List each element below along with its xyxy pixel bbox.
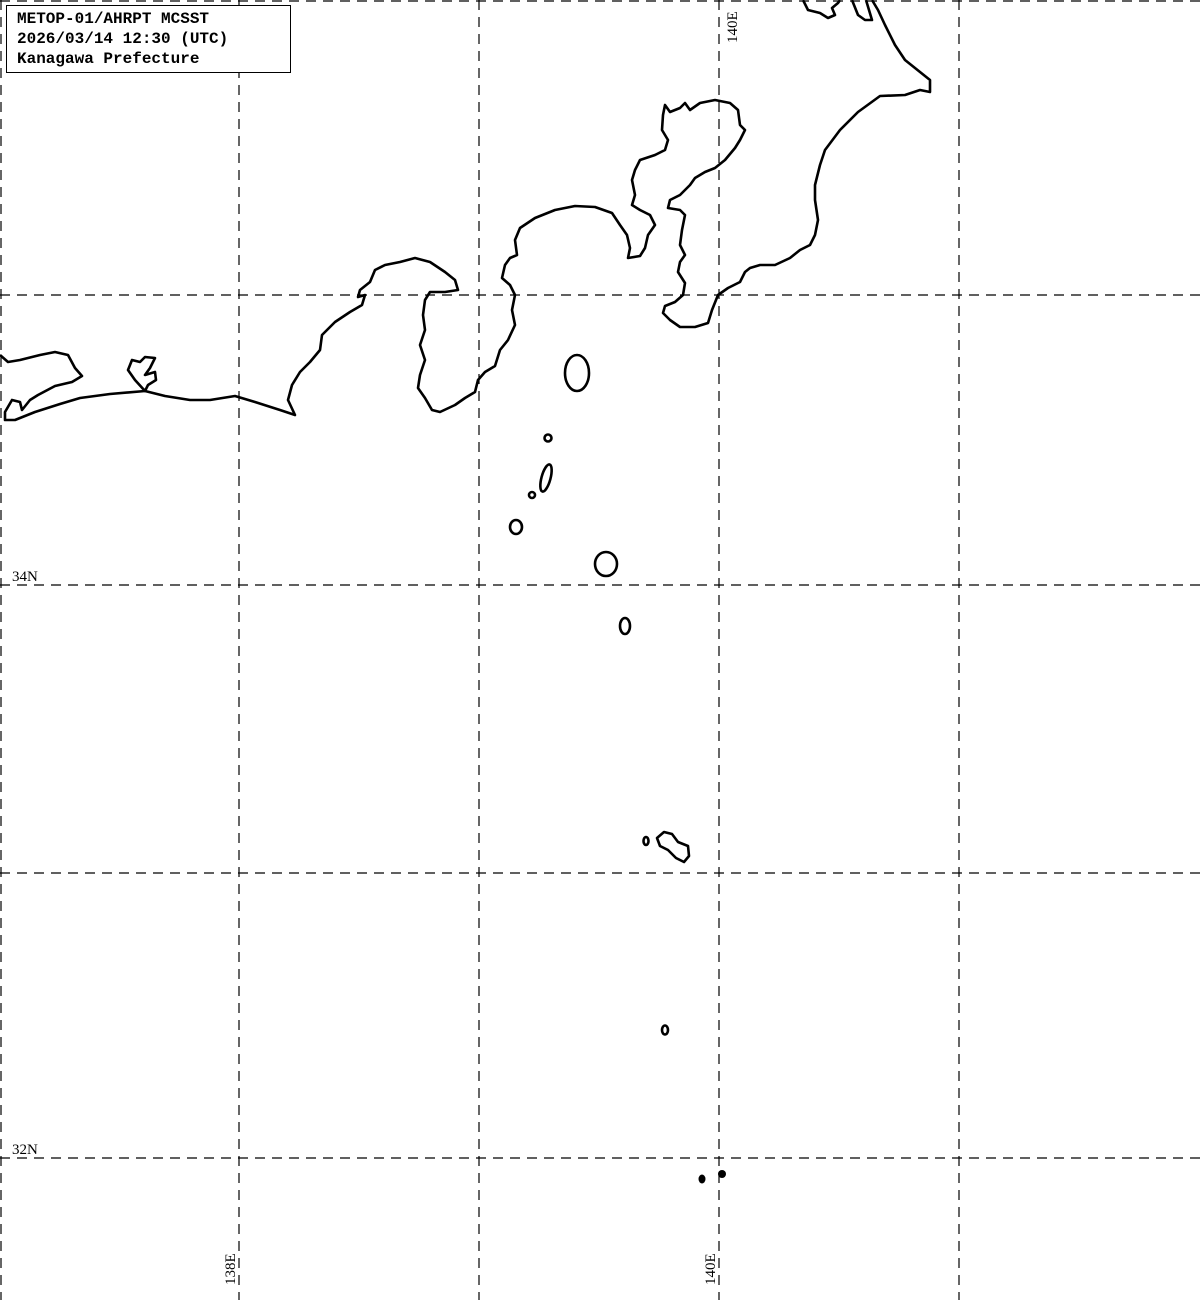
coastline-lake [850, 0, 874, 22]
island-miyakejima [593, 550, 619, 578]
island-aogashima [660, 1024, 670, 1036]
island-bayonnaise [698, 1174, 706, 1184]
island-shikinejima [527, 490, 537, 500]
title-region: Kanagawa Prefecture [17, 50, 200, 68]
island-toshima [543, 433, 553, 443]
coastlines [0, 0, 932, 422]
island-hachijokojima [642, 835, 650, 847]
lon-label-140e-top: 140E [725, 11, 741, 43]
izu-islands [508, 353, 726, 1184]
island-sumisu [718, 1170, 726, 1178]
island-hachijojima [655, 830, 691, 864]
title-datetime: 2026/03/14 12:30 (UTC) [17, 30, 229, 48]
lat-label-32n: 32N [12, 1142, 38, 1158]
coastline-honshu [0, 0, 932, 422]
lat-label-34n: 34N [12, 569, 38, 585]
coastline-lake [801, 0, 842, 20]
title-box: METOP-01/AHRPT MCSST 2026/03/14 12:30 (U… [6, 5, 291, 73]
lon-label-138e: 138E [223, 1253, 239, 1285]
coastline-atsumi-bay [126, 355, 158, 393]
island-niijima [539, 463, 553, 493]
lon-label-140e: 140E [703, 1253, 719, 1285]
axis-labels: 34N 32N 138E 140E 140E [12, 11, 741, 1285]
title-satellite: METOP-01/AHRPT MCSST [17, 10, 210, 28]
island-oshima [563, 353, 591, 393]
island-kozushima [508, 518, 524, 536]
island-mikurajima [618, 616, 632, 636]
